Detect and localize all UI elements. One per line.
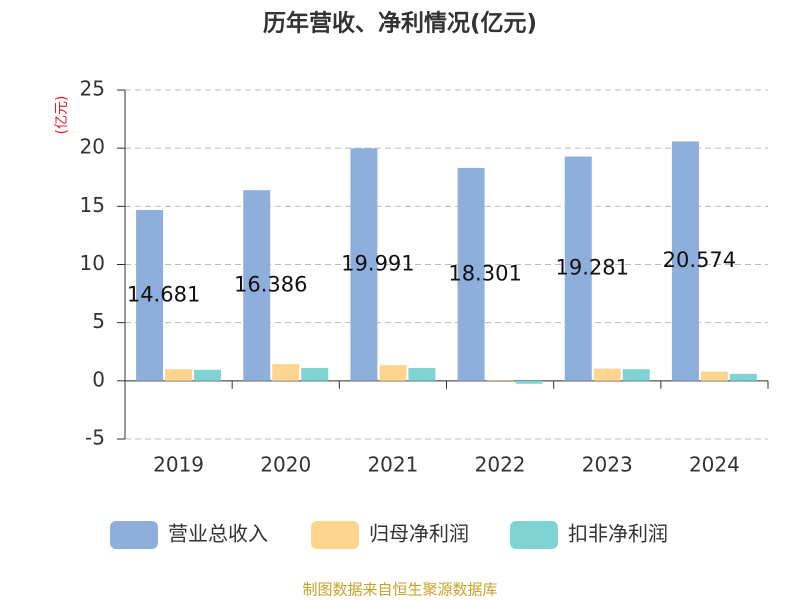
y-axis-label: (亿元): [54, 96, 70, 135]
data-label: 18.301: [448, 261, 521, 285]
y-tick-label: 25: [80, 77, 105, 101]
bar: [243, 190, 271, 381]
bar: [301, 368, 329, 381]
legend-swatch: [311, 521, 359, 549]
bar: [379, 365, 407, 381]
bar: [564, 156, 592, 381]
bar: [136, 210, 164, 381]
data-label: 19.991: [341, 252, 414, 276]
legend-swatch: [110, 521, 158, 549]
bar: [486, 380, 514, 381]
x-tick-label: 2022: [475, 453, 526, 477]
legend-label: 归母净利润: [369, 522, 469, 546]
legend-label: 扣非净利润: [568, 522, 668, 546]
bar: [515, 380, 543, 384]
bar: [350, 148, 378, 381]
bar: [622, 369, 650, 381]
y-tick-label: 10: [80, 251, 105, 275]
y-tick-label: 0: [92, 367, 105, 391]
x-tick-label: 2024: [689, 453, 740, 477]
bar: [593, 368, 621, 381]
bar: [272, 363, 300, 381]
data-label: 20.574: [663, 248, 736, 272]
chart-title: 历年营收、净利情况(亿元): [263, 10, 537, 37]
bar: [457, 167, 485, 381]
y-tick-label: -5: [85, 426, 105, 450]
data-label: 14.681: [127, 282, 200, 306]
data-label: 16.386: [234, 273, 307, 297]
legend-swatch: [510, 521, 558, 549]
x-tick-label: 2021: [367, 453, 418, 477]
bar: [194, 369, 222, 381]
source-note: 制图数据来自恒生聚源数据库: [302, 581, 497, 599]
bar: [729, 373, 757, 381]
x-tick-label: 2020: [260, 453, 311, 477]
bar: [165, 369, 193, 381]
y-tick-label: 15: [80, 193, 105, 217]
bar: [408, 368, 436, 381]
y-tick-label: 5: [92, 309, 105, 333]
x-tick-label: 2023: [582, 453, 633, 477]
bar: [700, 371, 728, 381]
data-label: 19.281: [556, 256, 629, 280]
x-tick-label: 2019: [153, 453, 204, 477]
legend-label: 营业总收入: [168, 522, 268, 546]
y-tick-label: 20: [80, 135, 105, 159]
bar: [671, 141, 699, 381]
